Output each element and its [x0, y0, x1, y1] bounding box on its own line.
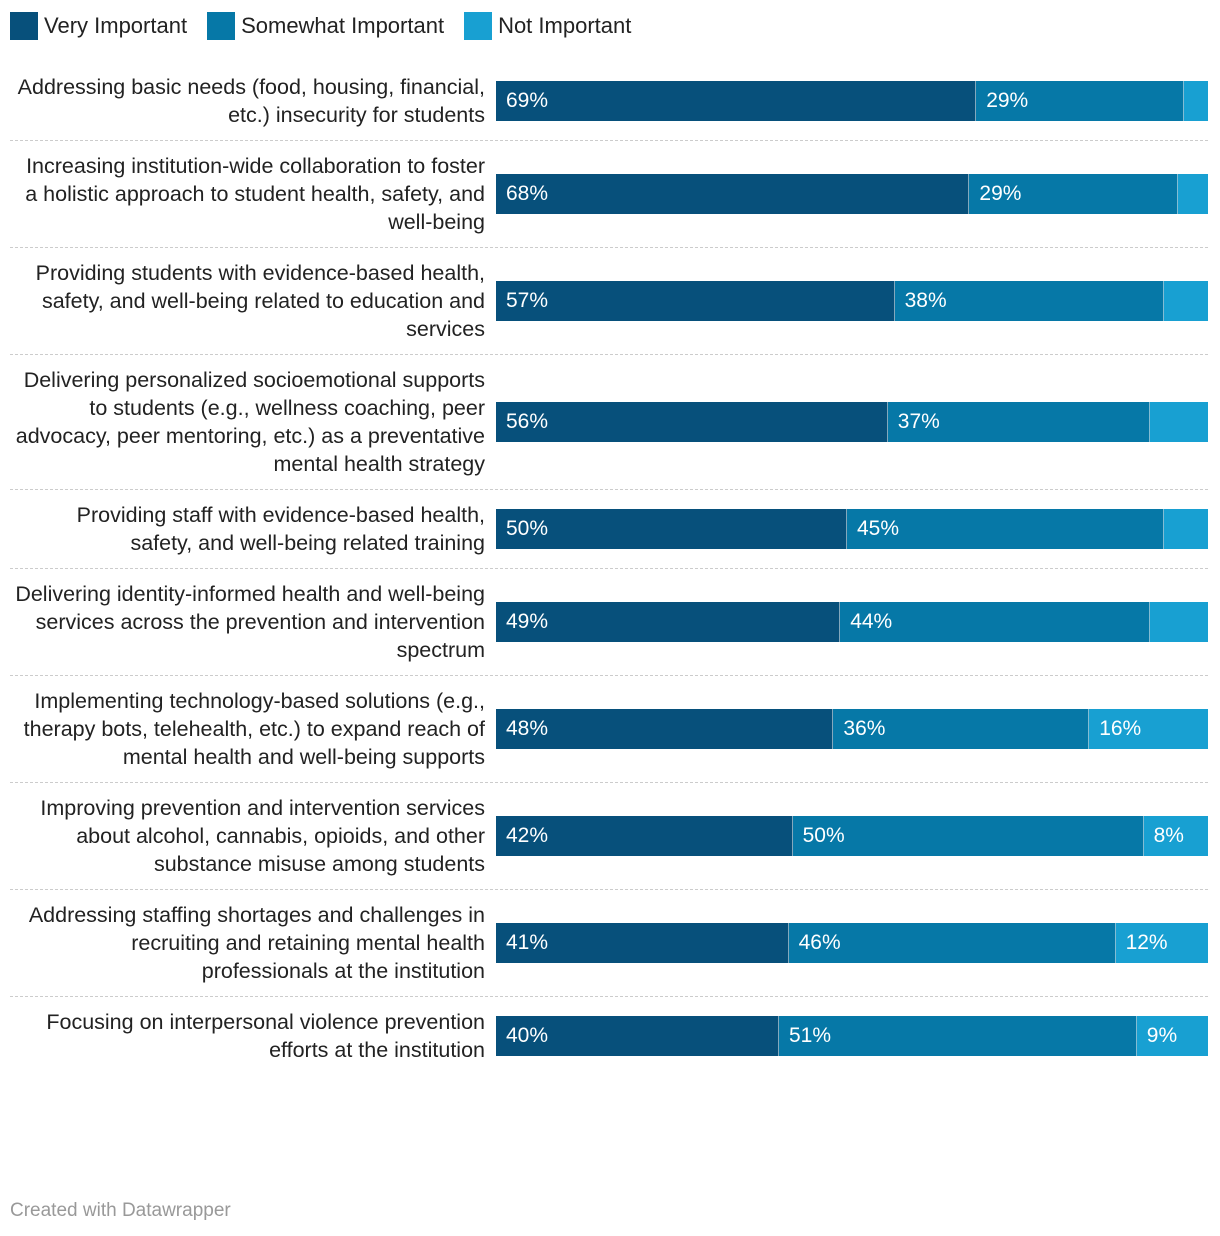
row: Addressing basic needs (food, housing, f…	[10, 62, 1208, 141]
legend-item: Not Important	[464, 12, 631, 40]
value-label: 16%	[1099, 717, 1142, 740]
value-label: 41%	[506, 931, 549, 954]
row: Providing students with evidence-based h…	[10, 248, 1208, 355]
bar-track: 40% 51% 9%	[496, 1016, 1208, 1056]
row: Delivering identity-informed health and …	[10, 569, 1208, 676]
value-label: 50%	[802, 824, 845, 847]
legend-swatch	[207, 12, 236, 40]
row: Increasing institution-wide collaboratio…	[10, 141, 1209, 248]
category-label: Delivering personalized socioemotional s…	[15, 368, 485, 476]
value-label: 9%	[1146, 1024, 1178, 1047]
bar-segment: 37%	[887, 402, 1151, 442]
legend-label: Very Important	[44, 13, 188, 38]
category-label: Providing students with evidence-based h…	[35, 261, 485, 341]
bar-segment: 40%	[496, 1016, 779, 1056]
bar-segment: 29%	[976, 81, 1185, 121]
legend-item: Somewhat Important	[207, 12, 444, 40]
value-label: 56%	[506, 410, 549, 433]
bar-segment: 57%	[496, 281, 895, 321]
value-label: 46%	[798, 931, 841, 954]
category-label: Focusing on interpersonal violence preve…	[46, 1010, 485, 1062]
value-label: 12%	[1125, 931, 1168, 954]
bar-track: 68% 29%	[496, 174, 1209, 214]
bar-segment: 68%	[496, 174, 970, 214]
bar-segment: 69%	[496, 81, 977, 121]
value-label: 29%	[986, 89, 1029, 112]
bar-segment: 49%	[496, 602, 841, 642]
value-label: 44%	[850, 610, 893, 633]
value-label: 37%	[897, 410, 940, 433]
legend-swatch	[10, 12, 38, 40]
bar-segment: 45%	[847, 509, 1164, 549]
bar-segment: 41%	[496, 923, 789, 963]
row: Providing staff with evidence-based heal…	[10, 490, 1208, 569]
category-label: Improving prevention and intervention se…	[40, 796, 485, 876]
value-label: 50%	[506, 517, 549, 540]
bar-segment: 42%	[496, 816, 793, 856]
value-label: 36%	[843, 717, 886, 740]
bar-segment: 51%	[779, 1016, 1137, 1056]
value-label: 45%	[857, 517, 900, 540]
value-label: 48%	[506, 717, 549, 740]
bar-track: 50% 45%	[496, 509, 1208, 549]
legend-label: Not Important	[498, 13, 632, 38]
bar-track: 57% 38%	[496, 281, 1208, 321]
bar-segment: 46%	[788, 923, 1116, 963]
value-label: 29%	[979, 182, 1022, 205]
row: Improving prevention and intervention se…	[10, 783, 1208, 890]
value-label: 49%	[506, 610, 549, 633]
bar-segment: 8%	[1143, 816, 1208, 856]
bar-segment: 56%	[496, 402, 888, 442]
bar-segment: 12%	[1115, 923, 1208, 963]
bar-segment	[1177, 174, 1209, 214]
bar-segment: 48%	[496, 709, 834, 749]
bar-segment: 9%	[1136, 1016, 1208, 1056]
category-label: Providing staff with evidence-based heal…	[76, 503, 485, 555]
value-label: 8%	[1153, 824, 1184, 847]
bar-track: 48% 36% 16%	[496, 709, 1208, 749]
bar-segment	[1150, 602, 1208, 642]
bar-segment	[1150, 402, 1208, 442]
category-label: Implementing technology-based solutions …	[23, 689, 485, 769]
row: Focusing on interpersonal violence preve…	[10, 997, 1208, 1075]
bar-segment: 36%	[833, 709, 1090, 749]
bar-track: 56% 37%	[496, 402, 1208, 442]
category-label: Addressing basic needs (food, housing, f…	[17, 75, 485, 127]
bar-segment: 29%	[969, 174, 1178, 214]
row: Addressing staffing shortages and challe…	[10, 890, 1208, 997]
value-label: 42%	[506, 824, 549, 847]
category-label: Addressing staffing shortages and challe…	[28, 903, 485, 983]
bar-track: 42% 50% 8%	[496, 816, 1208, 856]
value-label: 57%	[506, 289, 549, 312]
value-label: 69%	[506, 89, 549, 112]
chart: Addressing basic needs (food, housing, f…	[10, 62, 1209, 1075]
value-label: 40%	[506, 1024, 549, 1047]
bar-segment	[1164, 509, 1208, 549]
bar-segment: 50%	[792, 816, 1144, 856]
bar-track: 41% 46% 12%	[496, 923, 1208, 963]
legend-label: Somewhat Important	[241, 13, 445, 38]
category-label: Increasing institution-wide collaboratio…	[25, 154, 485, 234]
value-label: 68%	[506, 182, 549, 205]
bar-segment: 38%	[894, 281, 1164, 321]
value-label: 38%	[904, 289, 947, 312]
bar-segment: 44%	[840, 602, 1151, 642]
legend: Very Important Somewhat Important Not Impo…	[10, 12, 631, 40]
bar-segment	[1184, 81, 1208, 121]
value-label: 51%	[789, 1024, 832, 1047]
row: Implementing technology-based solutions …	[10, 676, 1208, 783]
bar-segment	[1164, 281, 1208, 321]
category-label: Delivering identity-informed health and …	[15, 582, 485, 662]
bar-segment: 50%	[496, 509, 847, 549]
footer: Created with Datawrapper	[10, 1200, 231, 1221]
bar-track: 69% 29%	[496, 81, 1208, 121]
legend-item: Very Important	[10, 12, 187, 40]
legend-swatch	[464, 12, 493, 40]
bar-track: 49% 44%	[496, 602, 1208, 642]
row: Delivering personalized socioemotional s…	[10, 355, 1208, 490]
bar-segment: 16%	[1089, 709, 1208, 749]
